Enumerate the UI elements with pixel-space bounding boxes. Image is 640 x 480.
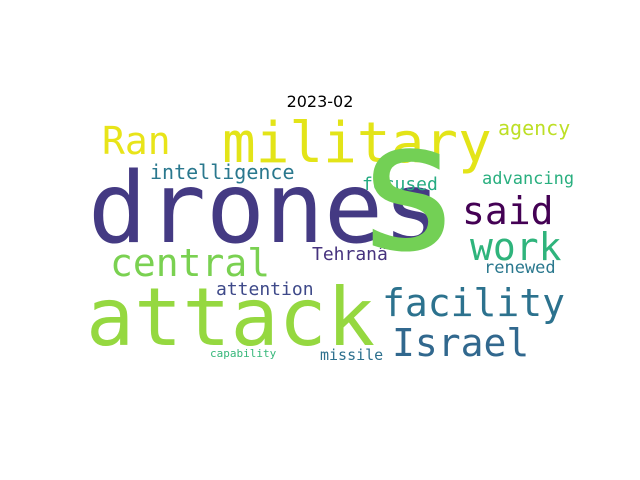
word-renewed: renewed — [484, 258, 556, 278]
word-advancing: advancing — [482, 169, 575, 189]
word-drones: drones — [88, 152, 443, 266]
word-israel: Israel — [392, 321, 530, 365]
word-s: s — [354, 114, 463, 292]
word-work: work — [470, 225, 562, 269]
word-intelligence: intelligence — [150, 160, 295, 184]
chart-title: 2023-02 — [286, 92, 354, 111]
word-attack: attack — [86, 271, 375, 364]
word-said: said — [462, 189, 554, 233]
word-ran: Ran — [102, 119, 171, 163]
word-central: central — [110, 241, 271, 285]
word-agency: agency — [498, 116, 571, 140]
word-cloud: drones attack military Ran said work cen… — [86, 114, 580, 366]
word-missile: missile — [320, 346, 384, 364]
word-military: military — [222, 114, 492, 176]
word-facility: facility — [382, 281, 566, 325]
word-capability: capability — [210, 347, 277, 360]
word-attention: attention — [216, 279, 314, 300]
word-tehran: Tehranâ — [312, 244, 388, 265]
word-focused: focused — [362, 174, 438, 195]
